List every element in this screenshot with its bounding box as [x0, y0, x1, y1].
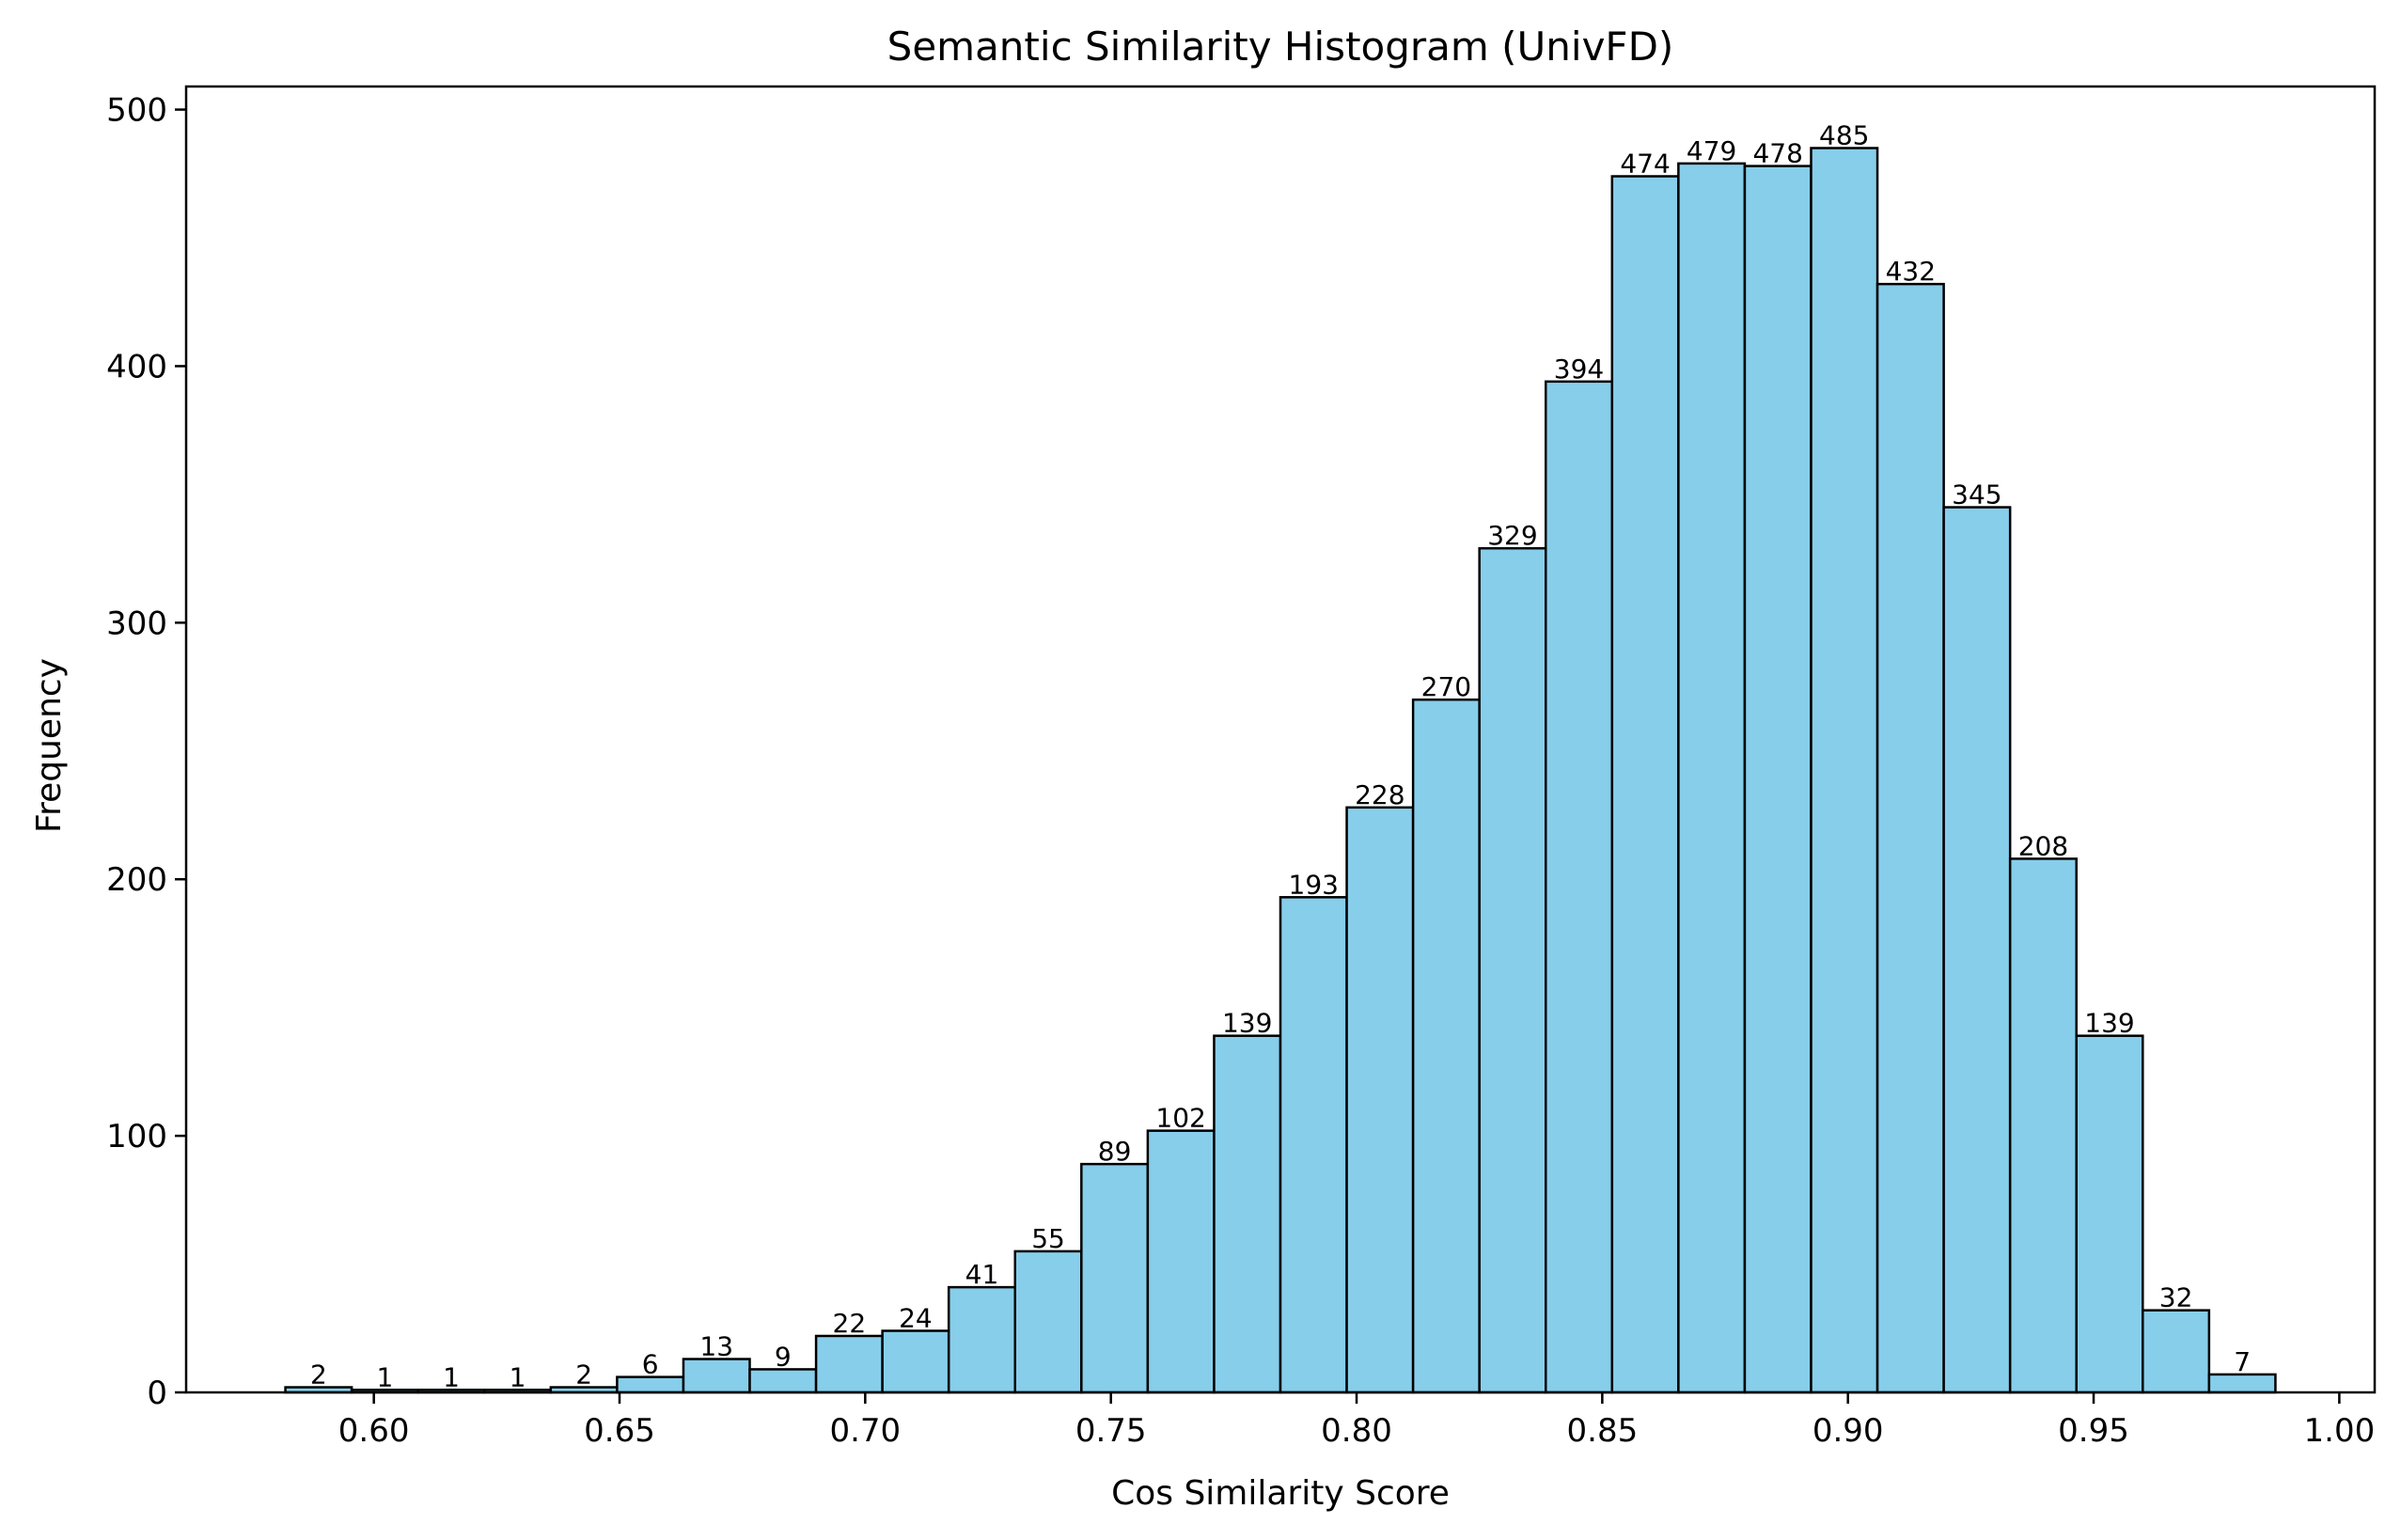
bar-value-label: 1	[377, 1361, 394, 1392]
histogram-bar	[1478, 546, 1547, 1394]
histogram-bar	[1743, 165, 1813, 1394]
bar-value-label: 208	[2018, 830, 2068, 861]
histogram-bar	[1677, 162, 1747, 1394]
y-axis: 0 100 200 300 400 500	[106, 92, 186, 1412]
bar-value-label: 102	[1155, 1103, 1205, 1134]
bar-value-label: 13	[699, 1331, 733, 1362]
x-tick-label: 0.60	[338, 1412, 410, 1450]
bar-value-label: 41	[965, 1259, 999, 1290]
bar-value-label: 89	[1098, 1136, 1132, 1167]
x-tick-label: 0.70	[829, 1412, 901, 1450]
bar-value-label: 2	[575, 1359, 592, 1391]
histogram-bar	[1146, 1129, 1216, 1394]
histogram-bar	[2075, 1034, 2144, 1394]
bar-value-label: 139	[2084, 1008, 2134, 1039]
histogram-bar	[814, 1334, 884, 1394]
x-axis-label: Cos Similarity Score	[1111, 1474, 1450, 1513]
bar-value-label: 474	[1620, 149, 1670, 180]
histogram-bar	[947, 1285, 1017, 1394]
bar-value-label: 6	[642, 1349, 659, 1380]
x-tick-label: 0.95	[2058, 1412, 2129, 1450]
y-tick-label: 500	[106, 92, 167, 130]
histogram-bar	[1942, 506, 2012, 1394]
bar-value-label: 22	[833, 1308, 867, 1339]
histogram-bar	[1279, 896, 1348, 1394]
bar-value-label: 9	[775, 1341, 792, 1372]
x-tick-label: 0.75	[1075, 1412, 1147, 1450]
histogram-bar	[682, 1358, 751, 1394]
y-tick-label: 300	[106, 605, 167, 642]
histogram-bar	[748, 1368, 818, 1394]
x-axis: 0.60 0.65 0.70 0.75 0.80 0.85 0.90 0.95 1.00	[338, 1392, 2375, 1450]
x-tick-label: 0.65	[584, 1412, 655, 1450]
x-tick-label: 0.80	[1321, 1412, 1392, 1450]
bar-value-label: 479	[1687, 135, 1736, 166]
y-tick-label: 0	[147, 1375, 167, 1412]
bar-value-label: 270	[1421, 671, 1471, 702]
bar-value-label: 193	[1289, 869, 1339, 900]
histogram-bar	[2142, 1309, 2211, 1394]
bar-value-label: 55	[1031, 1223, 1065, 1254]
x-tick-label: 1.00	[2304, 1412, 2376, 1450]
histogram-bar	[881, 1329, 950, 1394]
chart-title: Semantic Similarity Histogram (UnivFD)	[887, 24, 1674, 70]
bar-value-label: 485	[1819, 119, 1869, 150]
histogram-bar	[1080, 1162, 1150, 1394]
y-axis-label: Frequency	[30, 658, 69, 833]
bar-value-label: 228	[1355, 779, 1405, 810]
histogram-bar	[1544, 380, 1614, 1394]
y-tick-label: 400	[106, 348, 167, 385]
bar-value-label: 394	[1554, 354, 1604, 385]
bar-value-label: 432	[1886, 256, 1936, 287]
bar-value-label: 2	[310, 1359, 327, 1391]
bar-value-label: 478	[1752, 138, 1802, 169]
bar-labels-group: 2 1 1 1 2 613 922 24415589102139193228270329394…	[310, 119, 2251, 1392]
x-tick-label: 0.90	[1813, 1412, 1884, 1450]
bar-value-label: 139	[1222, 1008, 1272, 1039]
x-tick-label: 0.85	[1567, 1412, 1639, 1450]
bar-value-label: 329	[1487, 520, 1537, 551]
histogram-bar	[1213, 1034, 1282, 1394]
histogram-bar	[1610, 175, 1680, 1394]
bar-value-label: 7	[2234, 1346, 2251, 1377]
bars-group	[284, 147, 2277, 1394]
bar-value-label: 24	[899, 1303, 933, 1334]
histogram-bar	[2008, 857, 2078, 1394]
histogram-bar	[1345, 806, 1415, 1394]
bar-value-label: 1	[443, 1361, 460, 1392]
histogram-bar	[1810, 147, 1879, 1394]
histogram-bar	[1875, 282, 1945, 1394]
histogram-bar	[1411, 698, 1481, 1394]
y-tick-label: 200	[106, 861, 167, 899]
y-tick-label: 100	[106, 1118, 167, 1155]
bar-value-label: 1	[510, 1361, 526, 1392]
plot-frame	[184, 85, 2377, 1394]
histogram-bar	[1013, 1249, 1083, 1394]
bar-value-label: 32	[2159, 1282, 2193, 1313]
bar-value-label: 345	[1952, 479, 2001, 511]
